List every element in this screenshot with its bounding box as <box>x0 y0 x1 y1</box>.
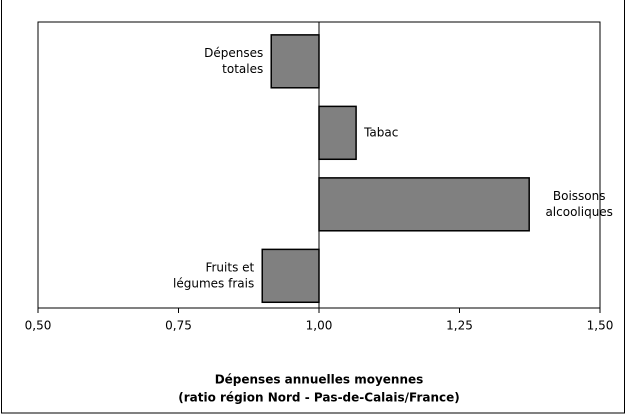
x-tick-label: 0,75 <box>165 319 192 333</box>
x-tick-label: 1,50 <box>587 319 614 333</box>
category-label: totales <box>222 62 263 76</box>
bar <box>318 177 530 232</box>
x-axis-title: (ratio région Nord - Pas-de-Calais/Franc… <box>178 391 460 405</box>
category-label: légumes frais <box>173 276 254 290</box>
x-tick-label: 0,50 <box>25 319 52 333</box>
category-label: Boissons <box>553 189 606 203</box>
bar <box>318 105 357 161</box>
bar <box>261 248 320 304</box>
category-label: Dépenses <box>204 46 263 60</box>
x-tick-label: 1,00 <box>306 319 333 333</box>
category-label: alcooliques <box>545 205 613 219</box>
category-label: Fruits et <box>205 260 254 274</box>
bar <box>270 34 320 89</box>
category-label: Tabac <box>363 125 398 139</box>
x-tick-label: 1,25 <box>446 319 473 333</box>
x-axis-title: Dépenses annuelles moyennes <box>215 373 424 387</box>
